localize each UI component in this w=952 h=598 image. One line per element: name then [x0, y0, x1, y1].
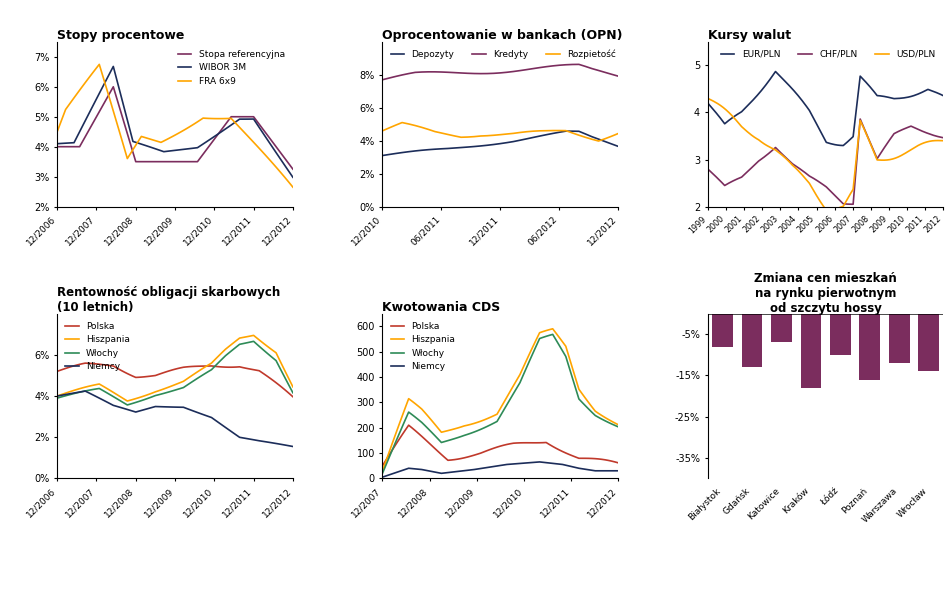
- Legend: Polska, Hiszpania, Włochy, Niemcy: Polska, Hiszpania, Włochy, Niemcy: [62, 318, 133, 375]
- Bar: [800, 314, 821, 388]
- Text: Oprocentowanie w bankach (OPN): Oprocentowanie w bankach (OPN): [382, 29, 623, 42]
- Text: Rentowność obligacji skarbowych
(10 letnich): Rentowność obligacji skarbowych (10 letn…: [57, 286, 280, 314]
- Bar: [859, 314, 880, 380]
- Legend: Polska, Hiszpania, Włochy, Niemcy: Polska, Hiszpania, Włochy, Niemcy: [387, 318, 458, 375]
- Bar: [741, 314, 762, 367]
- Text: Kursy walut: Kursy walut: [707, 29, 790, 42]
- Legend: EUR/PLN, CHF/PLN, USD/PLN: EUR/PLN, CHF/PLN, USD/PLN: [717, 47, 938, 63]
- Bar: [888, 314, 908, 363]
- Legend: Stopa referencyjna, WIBOR 3M, FRA 6x9: Stopa referencyjna, WIBOR 3M, FRA 6x9: [174, 47, 288, 90]
- Bar: [829, 314, 850, 355]
- Text: Kwotowania CDS: Kwotowania CDS: [382, 301, 500, 314]
- Legend: Depozyty, Kredyty, Rozpietość: Depozyty, Kredyty, Rozpietość: [387, 47, 619, 63]
- Bar: [711, 314, 732, 347]
- Bar: [918, 314, 938, 371]
- Bar: [770, 314, 791, 343]
- Text: Stopy procentowe: Stopy procentowe: [57, 29, 185, 42]
- Title: Zmiana cen mieszkań
na rynku pierwotnym
od szczytu hossy: Zmiana cen mieszkań na rynku pierwotnym …: [753, 272, 896, 315]
